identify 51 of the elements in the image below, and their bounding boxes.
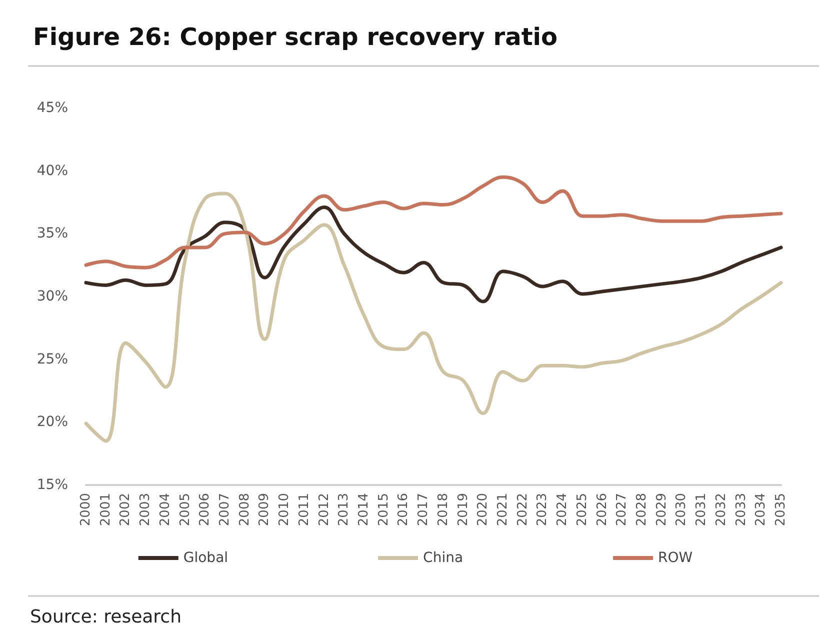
- x-tick-label: 2032: [714, 493, 729, 526]
- x-tick-label: 2013: [336, 493, 352, 526]
- x-tick-label: 2015: [376, 493, 392, 526]
- y-tick-label: 30%: [36, 288, 68, 304]
- x-tick-label: 2011: [296, 493, 312, 526]
- x-tick-label: 2018: [436, 493, 451, 526]
- y-tick-label: 45%: [36, 100, 68, 116]
- x-tick-label: 2004: [158, 493, 173, 526]
- x-tick-label: 2024: [555, 493, 570, 526]
- x-tick-label: 2021: [496, 493, 510, 526]
- x-tick-label: 2017: [416, 493, 432, 526]
- x-tick-label: 2026: [594, 493, 610, 526]
- line-series: [84, 192, 783, 443]
- x-tick-label: 2010: [277, 493, 292, 526]
- x-tick-label: 2022: [515, 493, 530, 526]
- y-tick-label: 25%: [36, 351, 68, 368]
- x-tick-label: 2028: [634, 493, 650, 526]
- x-tick-label: 2023: [535, 493, 550, 526]
- x-tick-label: 2005: [178, 493, 193, 526]
- x-tick-label: 2002: [118, 493, 134, 526]
- x-tick-label: 2030: [674, 493, 690, 526]
- y-tick-label: 40%: [36, 162, 68, 179]
- line-series: [84, 206, 783, 304]
- x-tick-label: 2014: [356, 493, 372, 526]
- x-tick-label: 2019: [456, 493, 471, 526]
- x-tick-label: 2008: [237, 493, 252, 526]
- x-tick-label: 2033: [734, 493, 749, 526]
- x-tick-label: 2009: [257, 493, 272, 526]
- x-tick-label: 2016: [396, 493, 412, 526]
- x-tick-label: 2001: [98, 493, 114, 526]
- x-tick-label: 2025: [574, 493, 590, 526]
- x-tick-label: 2029: [654, 493, 670, 526]
- source-note: Source: research: [30, 606, 182, 628]
- y-tick-label: 15%: [36, 477, 68, 493]
- y-tick-label: 20%: [36, 414, 68, 430]
- x-tick-label: 2000: [78, 493, 94, 526]
- x-tick-label: 2035: [774, 493, 788, 526]
- x-tick-label: 2020: [476, 493, 491, 526]
- y-tick-label: 35%: [36, 226, 68, 242]
- x-tick-label: 2031: [694, 493, 710, 526]
- line-series: [84, 175, 783, 270]
- x-tick-label: 2034: [754, 493, 769, 526]
- x-tick-label: 2003: [138, 493, 154, 526]
- legend-label: China: [423, 550, 464, 566]
- legend-label: ROW: [658, 550, 693, 566]
- legend-label: Global: [183, 550, 228, 566]
- x-tick-label: 2006: [198, 493, 213, 526]
- chart-title: Figure 26: Copper scrap recovery ratio: [33, 23, 558, 51]
- x-tick-label: 2012: [316, 493, 332, 526]
- x-tick-label: 2007: [218, 493, 232, 526]
- x-tick-label: 2027: [614, 493, 630, 526]
